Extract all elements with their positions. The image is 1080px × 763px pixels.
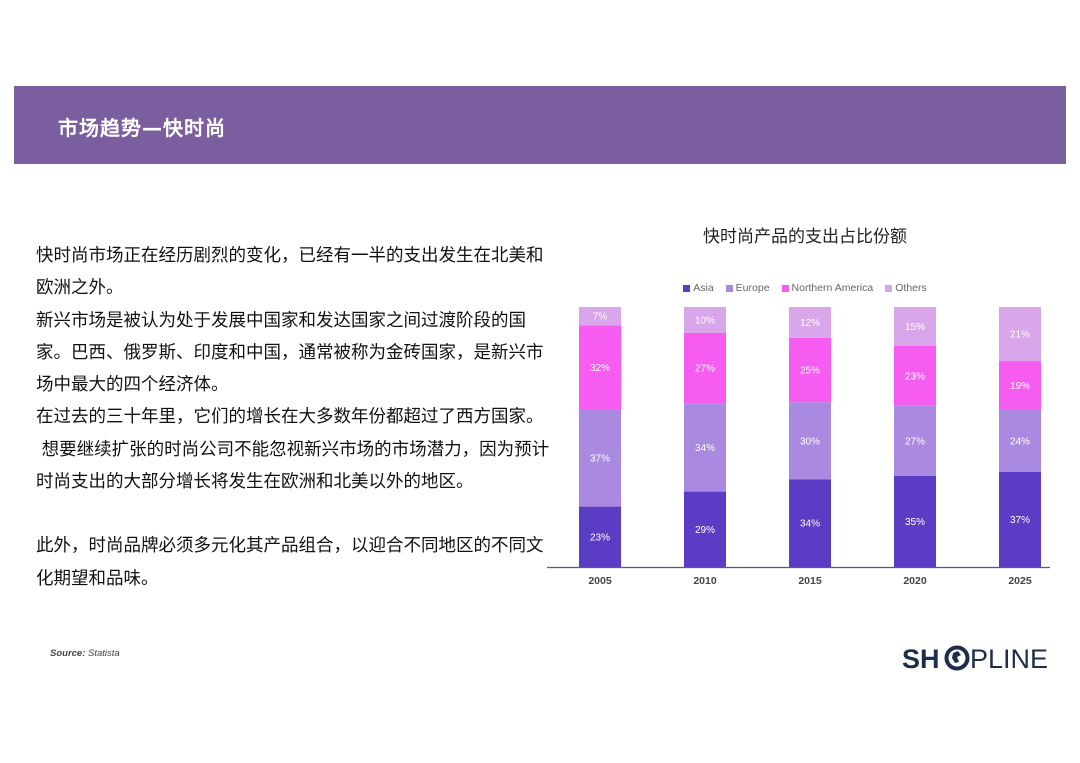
data-label: 7% — [593, 312, 608, 323]
bar-segment-others-2010 — [684, 307, 726, 333]
legend-label: Northern America — [791, 282, 874, 294]
legend-swatch-europe — [725, 284, 733, 292]
source-label: Source: — [50, 648, 86, 659]
data-label: 35% — [905, 517, 925, 528]
x-tick-label: 2020 — [903, 575, 927, 587]
chart-title: 快时尚产品的支出占比份额 — [703, 227, 907, 247]
bar-segment-asia-2025 — [999, 471, 1041, 567]
bar-segment-northern-america-2020 — [894, 346, 936, 406]
bar-segment-asia-2015 — [789, 479, 831, 567]
legend-label: Europe — [735, 282, 770, 294]
data-label: 10% — [695, 316, 715, 327]
data-label: 34% — [695, 443, 715, 454]
legend-label: Asia — [693, 282, 714, 294]
data-label: 21% — [1010, 330, 1030, 341]
bar-segment-northern-america-2005 — [579, 325, 621, 410]
bar-segment-asia-2005 — [579, 506, 621, 567]
legend-swatch-northern-america — [781, 284, 789, 292]
paragraph: 新兴市场是被认为处于发展中国家和发达国家之间过渡阶段的国家。巴西、俄罗斯、印度和… — [36, 310, 544, 396]
source-note: Source: Statista — [50, 648, 120, 659]
data-label: 37% — [1010, 515, 1030, 526]
bar-segment-europe-2020 — [894, 405, 936, 476]
data-label: 29% — [695, 525, 715, 536]
header-bar: 市场趋势—快时尚 — [14, 86, 1066, 164]
legend-item-others: Others — [885, 282, 927, 294]
x-tick-label: 2005 — [588, 575, 612, 587]
logo-text-sh: SH — [902, 644, 940, 674]
bar-segment-asia-2010 — [684, 491, 726, 567]
bar-segment-northern-america-2015 — [789, 337, 831, 403]
data-label: 27% — [905, 436, 925, 447]
data-label: 34% — [800, 519, 820, 530]
data-label: 15% — [905, 322, 925, 333]
bar-segment-others-2015 — [789, 307, 831, 338]
bar-segment-europe-2015 — [789, 402, 831, 480]
legend-swatch-others — [885, 284, 893, 292]
legend-item-asia: Asia — [683, 282, 714, 294]
data-label: 25% — [800, 366, 820, 377]
data-label: 32% — [590, 363, 610, 374]
bar-segment-northern-america-2010 — [684, 333, 726, 404]
logo-text-pline: PLINE — [970, 644, 1048, 674]
paragraph: 快时尚市场正在经历剧烈的变化，已经有一半的支出发生在北美和欧洲之外。 — [36, 246, 544, 299]
legend-label: Others — [895, 282, 927, 294]
data-label: 23% — [590, 532, 610, 543]
data-label: 19% — [1010, 381, 1030, 392]
page-title: 市场趋势—快时尚 — [58, 116, 226, 140]
body-text: 快时尚市场正在经历剧烈的变化，已经有一半的支出发生在北美和欧洲之外。 新兴市场是… — [36, 240, 556, 595]
paragraph: 此外，时尚品牌必须多元化其产品组合，以迎合不同地区的不同文化期望和品味。 — [36, 536, 544, 589]
data-label: 27% — [695, 364, 715, 375]
chart-legend: Asia Europe Northern America Others — [560, 282, 1050, 294]
data-label: 24% — [1010, 436, 1030, 447]
bar-segment-others-2020 — [894, 307, 936, 346]
legend-item-europe: Europe — [725, 282, 770, 294]
stacked-bar-chart: 23% 37% 32% 7% 2005 29% 34% 27% 10% 2010 34% 30% 25%… — [547, 307, 1050, 587]
bar-segment-europe-2025 — [999, 409, 1041, 472]
bar-segment-northern-america-2025 — [999, 361, 1041, 410]
paragraph: 想要继续扩张的时尚公司不能忽视新兴市场的市场潜力，因为预计时尚支出的大部分增长将… — [36, 439, 550, 493]
legend-item-northern-america: Northern America — [781, 282, 874, 294]
paragraph: 在过去的三十年里，它们的增长在大多数年份都超过了西方国家。 — [36, 407, 544, 428]
x-tick-label: 2025 — [1008, 575, 1032, 587]
data-label: 12% — [800, 318, 820, 329]
shopline-logo: SH PLINE — [902, 644, 1048, 674]
bar-segment-others-2005 — [579, 307, 621, 326]
data-label: 30% — [800, 436, 820, 447]
legend-swatch-asia — [683, 284, 691, 292]
logo-o-globe-icon — [944, 645, 970, 671]
x-tick-label: 2010 — [693, 575, 717, 587]
bar-segment-europe-2005 — [579, 409, 621, 507]
data-label: 37% — [590, 454, 610, 465]
bar-segment-europe-2010 — [684, 403, 726, 492]
bar-segment-others-2025 — [999, 307, 1041, 362]
bar-segment-asia-2020 — [894, 476, 936, 567]
data-label: 23% — [905, 371, 925, 382]
source-value: Statista — [88, 648, 120, 659]
x-tick-label: 2015 — [798, 575, 822, 587]
